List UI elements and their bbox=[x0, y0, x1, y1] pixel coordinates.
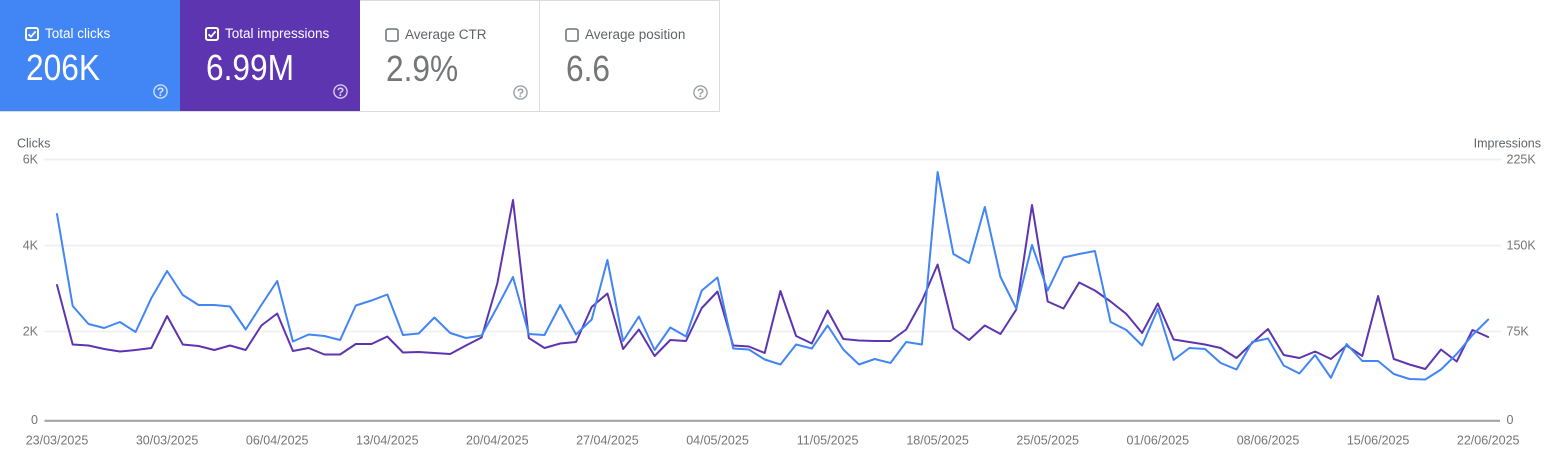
svg-text:?: ? bbox=[517, 86, 524, 100]
svg-text:225K: 225K bbox=[1507, 153, 1537, 167]
svg-text:0: 0 bbox=[1507, 413, 1514, 427]
svg-text:75K: 75K bbox=[1507, 325, 1530, 339]
svg-text:?: ? bbox=[157, 85, 164, 99]
svg-text:11/05/2025: 11/05/2025 bbox=[797, 434, 859, 448]
svg-text:150K: 150K bbox=[1507, 239, 1537, 253]
svg-text:18/05/2025: 18/05/2025 bbox=[906, 434, 969, 448]
svg-text:06/04/2025: 06/04/2025 bbox=[246, 434, 309, 448]
svg-text:Impressions: Impressions bbox=[1474, 137, 1541, 151]
svg-text:2K: 2K bbox=[23, 325, 39, 339]
svg-text:4K: 4K bbox=[23, 239, 39, 253]
svg-text:Clicks: Clicks bbox=[17, 137, 50, 151]
svg-text:22/06/2025: 22/06/2025 bbox=[1457, 434, 1520, 448]
svg-text:20/04/2025: 20/04/2025 bbox=[466, 434, 529, 448]
svg-text:27/04/2025: 27/04/2025 bbox=[576, 434, 639, 448]
svg-text:?: ? bbox=[697, 86, 704, 100]
svg-text:04/05/2025: 04/05/2025 bbox=[686, 434, 749, 448]
svg-text:25/05/2025: 25/05/2025 bbox=[1016, 434, 1079, 448]
svg-text:0: 0 bbox=[31, 413, 38, 427]
svg-text:15/06/2025: 15/06/2025 bbox=[1347, 434, 1410, 448]
svg-text:23/03/2025: 23/03/2025 bbox=[26, 434, 89, 448]
svg-text:?: ? bbox=[337, 85, 344, 99]
svg-text:01/06/2025: 01/06/2025 bbox=[1127, 434, 1190, 448]
svg-text:30/03/2025: 30/03/2025 bbox=[136, 434, 199, 448]
svg-text:08/06/2025: 08/06/2025 bbox=[1237, 434, 1300, 448]
svg-text:6K: 6K bbox=[23, 153, 39, 167]
svg-text:13/04/2025: 13/04/2025 bbox=[356, 434, 419, 448]
